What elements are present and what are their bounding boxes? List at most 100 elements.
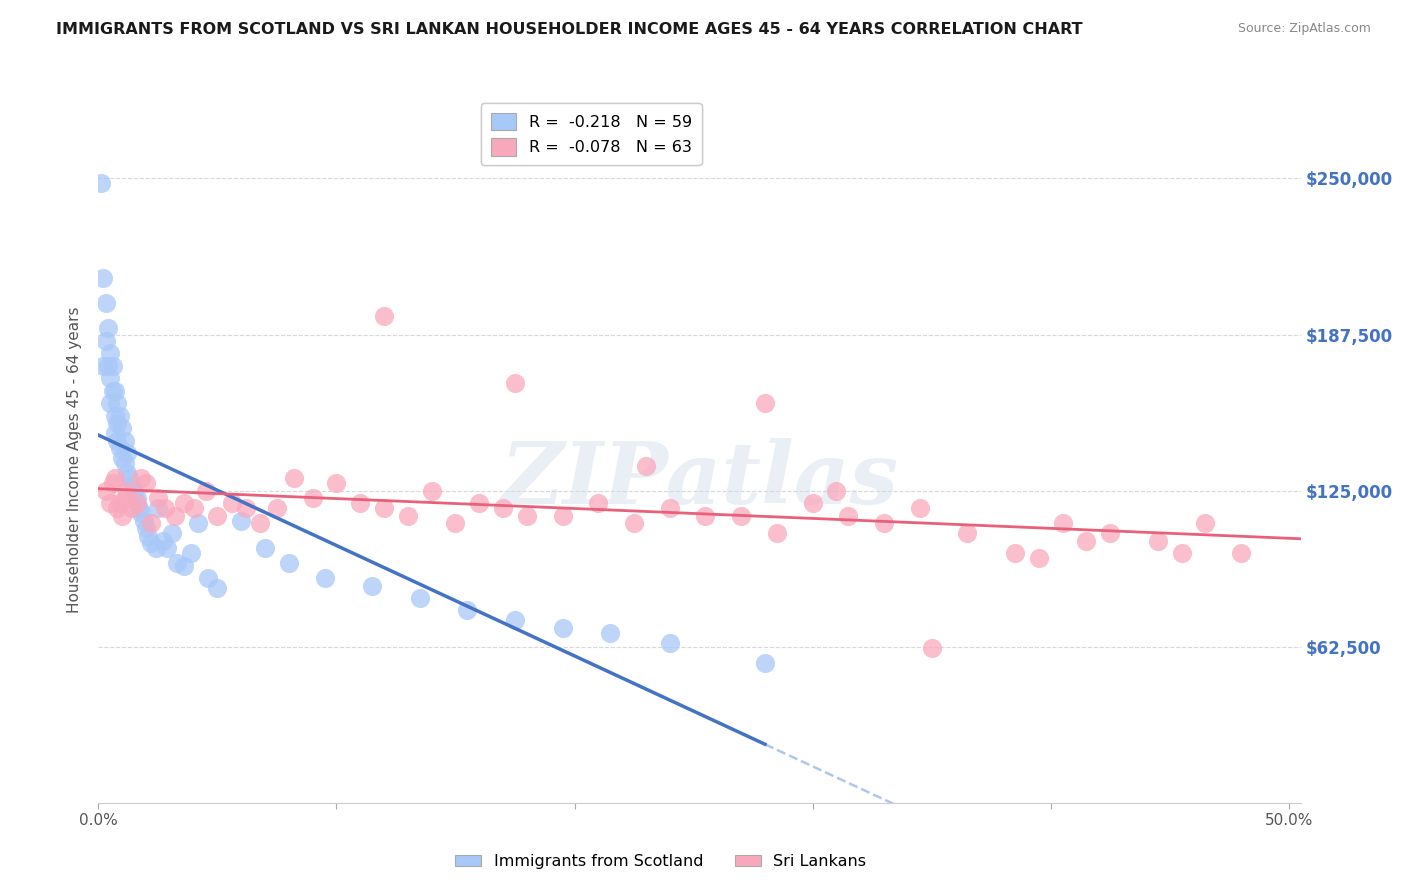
Point xyxy=(146,491,169,505)
Point xyxy=(766,526,789,541)
Point xyxy=(599,626,621,640)
Point xyxy=(956,526,979,541)
Text: ZIPatlas: ZIPatlas xyxy=(501,438,898,522)
Point xyxy=(108,409,131,423)
Point xyxy=(180,546,202,560)
Point xyxy=(118,471,141,485)
Point xyxy=(468,496,491,510)
Point xyxy=(94,483,117,498)
Point xyxy=(98,396,121,410)
Point xyxy=(921,640,943,655)
Point xyxy=(139,516,162,530)
Text: IMMIGRANTS FROM SCOTLAND VS SRI LANKAN HOUSEHOLDER INCOME AGES 45 - 64 YEARS COR: IMMIGRANTS FROM SCOTLAND VS SRI LANKAN H… xyxy=(56,22,1083,37)
Point xyxy=(121,478,143,492)
Point xyxy=(111,421,134,435)
Point xyxy=(1052,516,1074,530)
Point xyxy=(138,528,160,542)
Point xyxy=(1230,546,1253,560)
Point xyxy=(108,496,131,510)
Point xyxy=(266,501,288,516)
Point xyxy=(104,384,127,398)
Point xyxy=(908,501,931,516)
Point xyxy=(277,556,299,570)
Point xyxy=(873,516,896,530)
Point xyxy=(503,376,526,391)
Point xyxy=(1099,526,1122,541)
Point xyxy=(128,501,150,516)
Point xyxy=(115,483,138,498)
Point xyxy=(90,177,112,191)
Point xyxy=(121,501,143,516)
Point xyxy=(153,501,176,516)
Point xyxy=(1194,516,1216,530)
Point xyxy=(129,471,152,485)
Point xyxy=(145,541,167,555)
Point xyxy=(160,526,183,541)
Point xyxy=(104,409,127,423)
Point xyxy=(349,496,371,510)
Point xyxy=(231,514,253,528)
Point xyxy=(325,476,347,491)
Point xyxy=(695,508,717,523)
Point xyxy=(163,508,186,523)
Point xyxy=(207,581,229,595)
Point xyxy=(658,501,681,516)
Point xyxy=(516,508,538,523)
Point xyxy=(658,636,681,650)
Point xyxy=(730,508,752,523)
Point xyxy=(283,471,305,485)
Point xyxy=(183,501,205,516)
Point xyxy=(104,471,127,485)
Point xyxy=(444,516,467,530)
Point xyxy=(98,346,121,360)
Point xyxy=(135,521,157,535)
Point xyxy=(1028,551,1050,566)
Point xyxy=(1004,546,1026,560)
Point xyxy=(187,516,209,530)
Point xyxy=(114,491,136,505)
Point xyxy=(114,434,136,448)
Point xyxy=(551,508,574,523)
Point xyxy=(107,396,129,410)
Point xyxy=(301,491,323,505)
Point xyxy=(1076,533,1098,548)
Point xyxy=(373,309,395,323)
Point xyxy=(221,496,243,510)
Point xyxy=(837,508,859,523)
Point xyxy=(129,506,152,520)
Point xyxy=(97,359,120,373)
Point xyxy=(503,614,526,628)
Point xyxy=(197,571,219,585)
Point xyxy=(94,296,117,310)
Point xyxy=(361,578,384,592)
Point xyxy=(101,384,124,398)
Point xyxy=(420,483,443,498)
Point xyxy=(492,501,515,516)
Point xyxy=(207,508,229,523)
Text: Source: ZipAtlas.com: Source: ZipAtlas.com xyxy=(1237,22,1371,36)
Point xyxy=(98,496,121,510)
Point xyxy=(91,271,114,285)
Legend: Immigrants from Scotland, Sri Lankans: Immigrants from Scotland, Sri Lankans xyxy=(449,847,873,875)
Point xyxy=(111,508,134,523)
Point xyxy=(166,556,188,570)
Point xyxy=(125,496,148,510)
Point xyxy=(825,483,848,498)
Point xyxy=(104,426,127,441)
Point xyxy=(173,496,195,510)
Point xyxy=(235,501,257,516)
Point xyxy=(146,501,169,516)
Point xyxy=(115,466,138,480)
Point xyxy=(754,656,776,670)
Point xyxy=(107,501,129,516)
Point xyxy=(114,456,136,470)
Point xyxy=(111,451,134,466)
Point xyxy=(623,516,645,530)
Point xyxy=(122,483,145,498)
Point xyxy=(754,396,776,410)
Point xyxy=(135,476,157,491)
Point xyxy=(801,496,824,510)
Point xyxy=(314,571,336,585)
Point xyxy=(551,621,574,635)
Point xyxy=(456,603,478,617)
